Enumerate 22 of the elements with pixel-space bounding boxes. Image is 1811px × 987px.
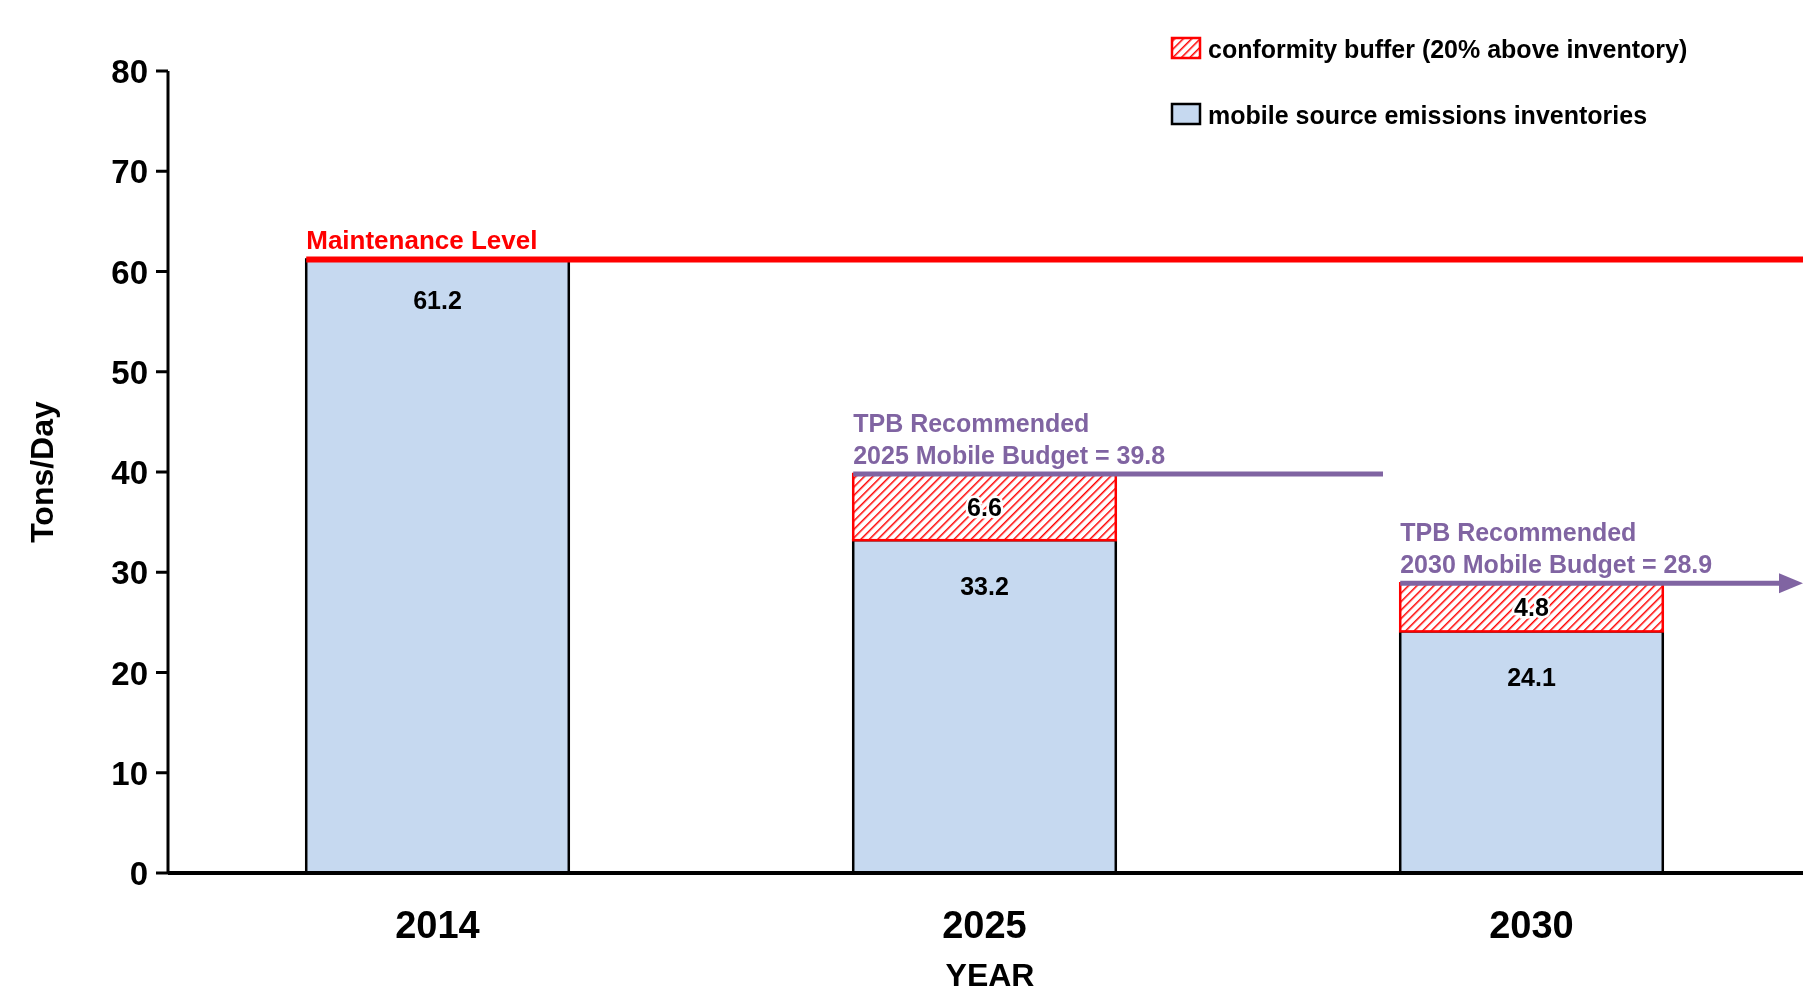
ref-line-label: Maintenance Level xyxy=(306,225,538,256)
ref-line-label: TPB Recommended 2030 Mobile Budget = 28.9 xyxy=(1400,518,1713,579)
legend-label: mobile source emissions inventories xyxy=(1208,101,1648,129)
y-tick-label: 80 xyxy=(111,53,148,90)
legend-label: conformity buffer (20% above inventory) xyxy=(1208,35,1688,63)
data-label: 24.1 xyxy=(1507,663,1556,692)
x-axis-title: YEAR xyxy=(945,957,1035,987)
y-tick-label: 0 xyxy=(129,855,148,892)
ref-line-label: TPB Recommended 2025 Mobile Budget = 39.8 xyxy=(853,409,1166,470)
y-tick-label: 30 xyxy=(111,554,148,592)
y-tick-label: 40 xyxy=(111,454,148,491)
data-label: 61.2 xyxy=(413,286,462,315)
data-label: 33.2 xyxy=(960,572,1009,601)
x-tick-label: 2030 xyxy=(1489,904,1574,946)
x-tick-label: 2025 xyxy=(942,904,1027,946)
y-tick-label: 70 xyxy=(111,153,148,191)
y-tick-label: 20 xyxy=(111,654,148,692)
y-tick-label: 50 xyxy=(111,353,148,391)
y-axis-title: Tons/Day xyxy=(24,400,60,543)
x-tick-label: 2014 xyxy=(395,904,480,946)
y-tick-label: 60 xyxy=(111,253,148,291)
y-tick-label: 10 xyxy=(111,754,148,792)
